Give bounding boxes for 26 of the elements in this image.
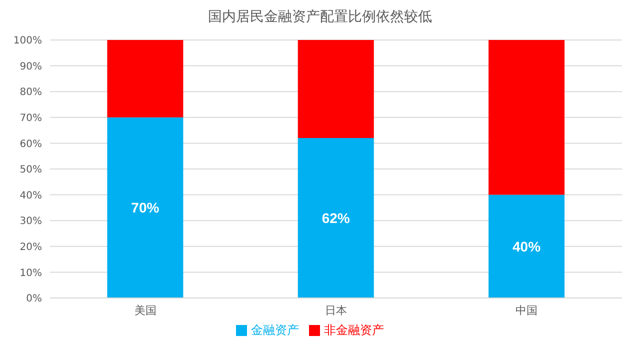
bar [488, 40, 565, 195]
x-tick-label: 中国 [516, 304, 538, 317]
y-tick-label: 30% [20, 216, 42, 228]
data-label: 62% [322, 210, 350, 226]
bar [298, 138, 374, 298]
y-tick-label: 100% [13, 36, 42, 47]
data-label: 40% [512, 238, 542, 254]
data-label: 70% [131, 200, 160, 216]
legend-label: 金融资产 [251, 323, 299, 337]
bar [107, 40, 184, 118]
x-tick-label: 日本 [325, 304, 347, 317]
x-tick-label: 美国 [134, 304, 156, 317]
y-tick-label: 0% [26, 294, 42, 305]
y-tick-label: 90% [20, 61, 42, 72]
bar [298, 40, 374, 138]
bar [107, 117, 184, 298]
y-tick-label: 70% [20, 112, 42, 124]
y-tick-label: 10% [20, 268, 42, 279]
bar [488, 194, 565, 298]
y-tick-label: 80% [20, 87, 42, 98]
y-tick-label: 60% [20, 138, 42, 150]
y-tick-label: 40% [20, 190, 42, 202]
legend-label: 非金融资产 [324, 323, 384, 337]
y-tick-label: 50% [20, 164, 42, 176]
y-tick-label: 20% [20, 242, 42, 253]
chart-title: 国内居民金融资产配置比例依然较低 [207, 8, 433, 27]
